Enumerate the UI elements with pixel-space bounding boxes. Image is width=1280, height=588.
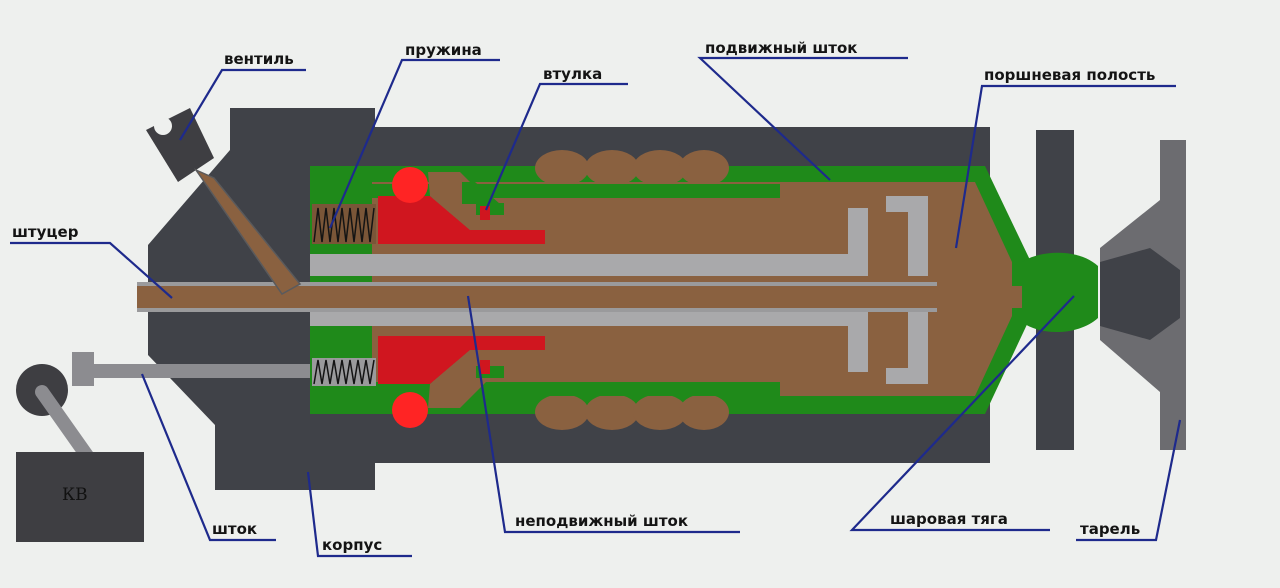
top-green-band (310, 184, 780, 198)
spring-lower (312, 358, 376, 386)
ball-lower (392, 392, 428, 428)
fixed-rod-hook-upper (886, 196, 928, 276)
rod-crank (35, 385, 97, 467)
spring-upper (312, 204, 376, 244)
label-pruzhina: пружина (405, 41, 482, 59)
rod-end (72, 352, 94, 386)
label-shtutser: штуцер (12, 223, 79, 241)
label-porshnevaya-polost: поршневая полость (984, 66, 1155, 84)
label-korpus: корпус (322, 536, 382, 554)
upper-bumps (535, 150, 729, 186)
ball-upper (392, 167, 428, 203)
bushing-upper (378, 196, 545, 244)
label-tarel: тарель (1080, 520, 1140, 538)
fixed-rod-lower (310, 304, 868, 372)
label-vtulka: втулка (543, 65, 602, 83)
label-podvizhny-shtok: подвижный шток (705, 39, 857, 57)
bottom-green-band (310, 382, 780, 396)
fixed-rod-upper (310, 208, 868, 276)
lower-bumps (535, 394, 729, 430)
label-ventil: вентиль (224, 50, 294, 68)
valve-handle (146, 108, 302, 295)
rod-shaft (72, 364, 310, 378)
bushing-upper-notch-red (480, 206, 490, 220)
fitting-channel (137, 286, 937, 308)
bushing-lower-notch-red (480, 360, 490, 374)
kv-label: КВ (62, 485, 88, 505)
bushing-lower (378, 336, 545, 384)
bushing-lower-brown (428, 350, 545, 408)
fixed-rod-hook-lower (886, 304, 928, 384)
kv-box (16, 452, 144, 542)
ball-joint (1022, 252, 1098, 333)
disc-front (1100, 248, 1180, 340)
leader-lines (10, 56, 1182, 558)
label-nepodvizhny-shtok: неподвижный шток (515, 512, 688, 530)
label-sharovaya-tyaga: шаровая тяга (890, 510, 1008, 528)
label-shtok: шток (212, 520, 257, 538)
